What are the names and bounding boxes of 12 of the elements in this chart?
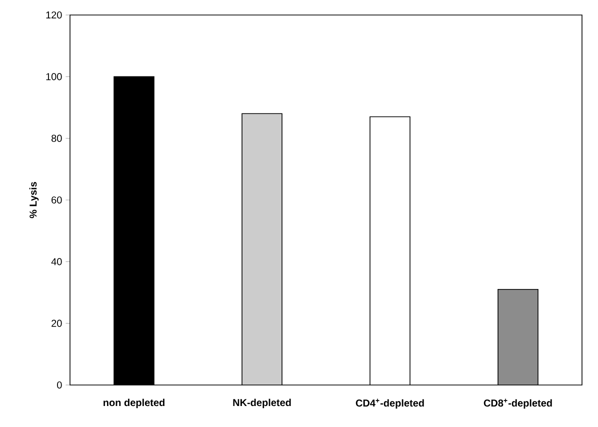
- y-tick-label: 20: [52, 320, 62, 327]
- y-tick-label: 120: [46, 11, 62, 19]
- y-tick-label: 60: [52, 196, 62, 204]
- x-tick-label: CD4$^{+}$-depleted: [356, 398, 424, 409]
- x-tick-label: NK-depleted: [233, 398, 291, 408]
- x-tick-label: CD8$^{+}$-depleted: [484, 398, 552, 409]
- y-tick-label: 100: [46, 73, 62, 80]
- y-tick-label: 40: [51, 258, 62, 266]
- y-axis-title: % Lysis: [29, 182, 39, 218]
- y-tick-label: 0: [57, 381, 62, 389]
- y-tick-label: 80: [52, 134, 62, 142]
- x-tick-label: non depleted: [104, 398, 164, 408]
